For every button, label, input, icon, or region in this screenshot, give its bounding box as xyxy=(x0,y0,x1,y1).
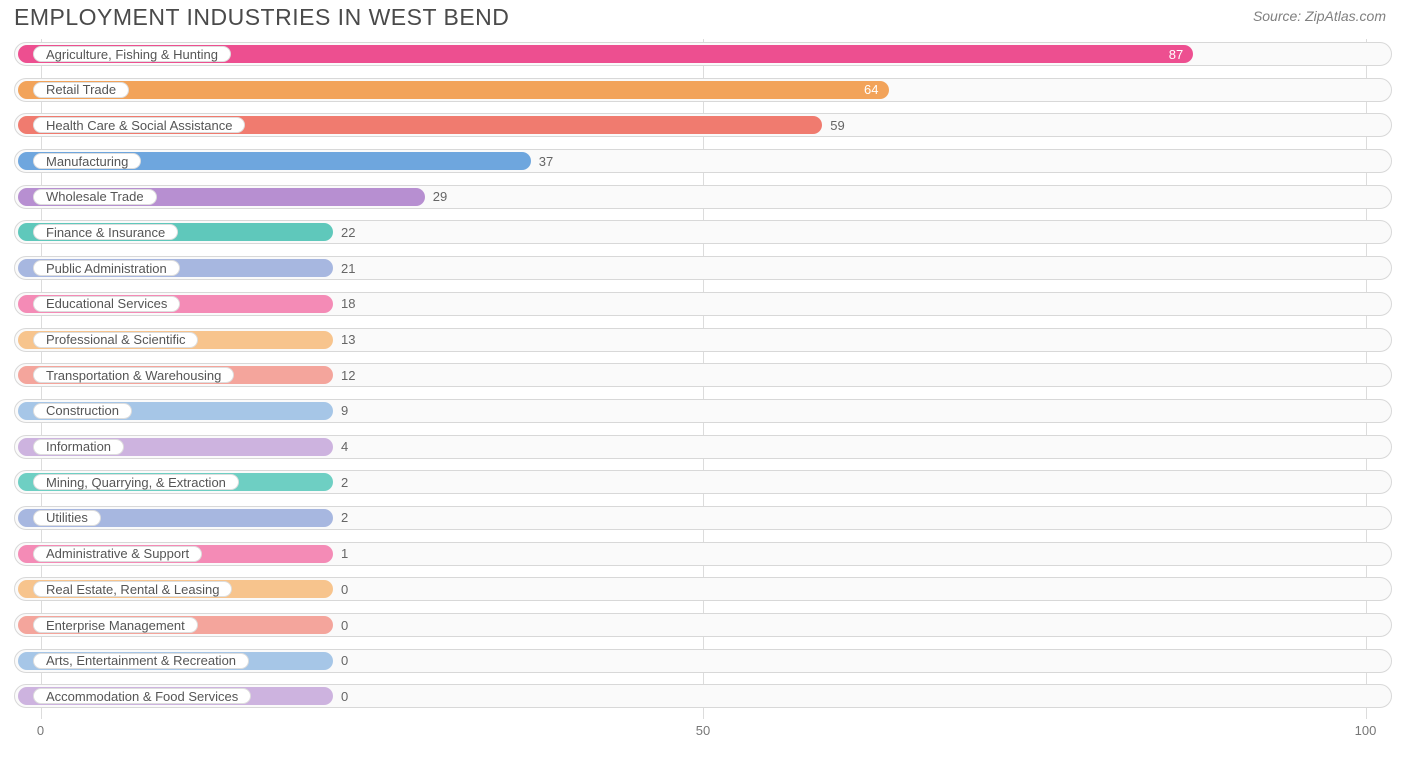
bar-value: 18 xyxy=(333,289,355,319)
bar-label: Health Care & Social Assistance xyxy=(33,117,245,133)
bar-row: Finance & Insurance 22 xyxy=(14,217,1392,247)
bar-value: 0 xyxy=(333,646,348,676)
bar-value: 29 xyxy=(425,182,447,212)
bar-row: Information 4 xyxy=(14,432,1392,462)
chart-title: EMPLOYMENT INDUSTRIES IN WEST BEND xyxy=(14,4,509,31)
bar-label: Accommodation & Food Services xyxy=(33,688,251,704)
chart-header: EMPLOYMENT INDUSTRIES IN WEST BEND Sourc… xyxy=(0,0,1406,39)
bar-label: Educational Services xyxy=(33,296,180,312)
bar-label: Mining, Quarrying, & Extraction xyxy=(33,474,239,490)
x-tick: 100 xyxy=(1355,723,1377,738)
bar-row: Professional & Scientific 13 xyxy=(14,325,1392,355)
bar-row: Agriculture, Fishing & Hunting87 xyxy=(14,39,1392,69)
bar-row: Mining, Quarrying, & Extraction 2 xyxy=(14,467,1392,497)
bar-value: 0 xyxy=(333,681,348,711)
bar-label: Professional & Scientific xyxy=(33,332,198,348)
bar-value: 59 xyxy=(822,110,844,140)
bar-label: Finance & Insurance xyxy=(33,224,178,240)
x-axis: 0 50 100 xyxy=(14,719,1392,741)
bar-row: Transportation & Warehousing 12 xyxy=(14,360,1392,390)
bar-label: Information xyxy=(33,439,124,455)
bar-label: Wholesale Trade xyxy=(33,189,157,205)
bar-value: 64 xyxy=(18,75,889,105)
bar-row: Public Administration 21 xyxy=(14,253,1392,283)
bar-label: Transportation & Warehousing xyxy=(33,367,234,383)
bar-label: Utilities xyxy=(33,510,101,526)
bar-row: Enterprise Management 0 xyxy=(14,610,1392,640)
bar-value: 12 xyxy=(333,360,355,390)
bar-value: 2 xyxy=(333,503,348,533)
bar-row: Health Care & Social Assistance 59 xyxy=(14,110,1392,140)
bar-label: Construction xyxy=(33,403,132,419)
bar-value: 13 xyxy=(333,325,355,355)
bar-value: 4 xyxy=(333,432,348,462)
bar-value: 22 xyxy=(333,217,355,247)
bar-label: Administrative & Support xyxy=(33,546,202,562)
bar-label: Real Estate, Rental & Leasing xyxy=(33,581,232,597)
bar-row: Manufacturing 37 xyxy=(14,146,1392,176)
bar-row: Accommodation & Food Services 0 xyxy=(14,681,1392,711)
chart-area: Agriculture, Fishing & Hunting87 Retail T… xyxy=(14,39,1392,741)
bar-label: Public Administration xyxy=(33,260,180,276)
bar-label: Manufacturing xyxy=(33,153,141,169)
bar-value: 1 xyxy=(333,539,348,569)
bar-label: Arts, Entertainment & Recreation xyxy=(33,653,249,669)
bar-row: Construction 9 xyxy=(14,396,1392,426)
bar-row: Real Estate, Rental & Leasing 0 xyxy=(14,574,1392,604)
bar-row: Educational Services 18 xyxy=(14,289,1392,319)
bar-value: 37 xyxy=(531,146,553,176)
bar-row: Arts, Entertainment & Recreation 0 xyxy=(14,646,1392,676)
bar-value: 0 xyxy=(333,610,348,640)
x-tick: 0 xyxy=(37,723,44,738)
bar-row: Retail Trade64 xyxy=(14,75,1392,105)
bar-rows: Agriculture, Fishing & Hunting87 Retail T… xyxy=(14,39,1392,719)
bar-value: 21 xyxy=(333,253,355,283)
bar-label: Enterprise Management xyxy=(33,617,198,633)
bar-value: 0 xyxy=(333,574,348,604)
x-tick: 50 xyxy=(696,723,710,738)
chart-source: Source: ZipAtlas.com xyxy=(1253,4,1386,24)
bar-row: Administrative & Support 1 xyxy=(14,539,1392,569)
bar-value: 9 xyxy=(333,396,348,426)
bar-row: Wholesale Trade 29 xyxy=(14,182,1392,212)
bar-row: Utilities 2 xyxy=(14,503,1392,533)
bar-value: 87 xyxy=(18,39,1193,69)
bar-value: 2 xyxy=(333,467,348,497)
